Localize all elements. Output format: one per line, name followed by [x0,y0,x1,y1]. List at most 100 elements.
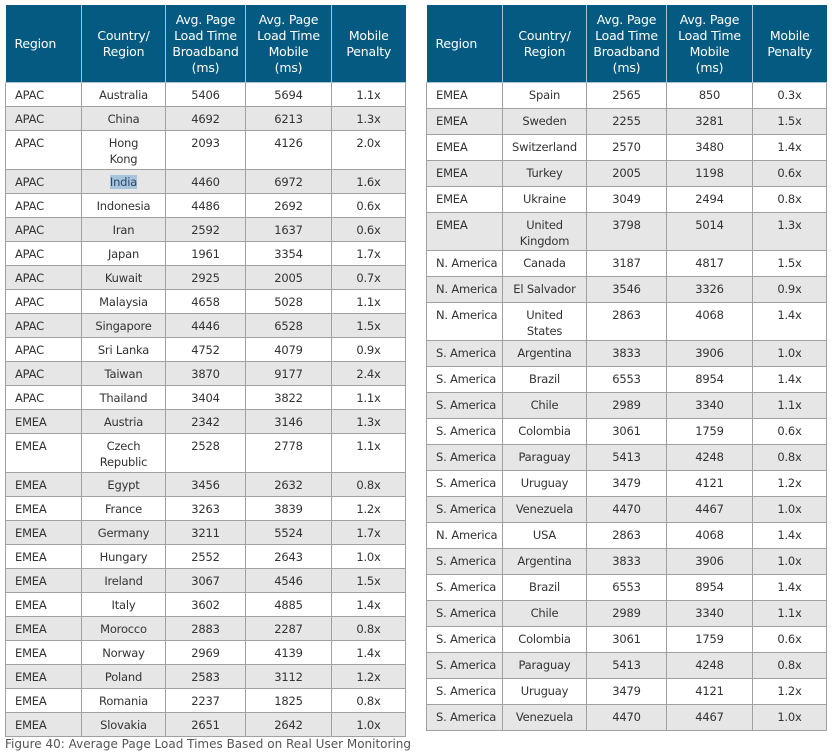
cell-mobile-penalty: 1.2x [331,496,406,521]
cell-mobile-ms: 3906 [666,340,753,367]
cell-mobile-ms: 5694 [245,82,332,107]
cell-mobile-ms: 2287 [245,616,332,641]
load-time-table-left: Region Country/Region Avg. Page Load Time Br… [5,5,406,737]
cell-broadband-ms: 3479 [586,470,667,497]
text-selection[interactable]: India [109,175,138,189]
cell-country: Uruguay [502,470,587,497]
column-header-region: Region [426,5,503,83]
cell-region: APAC [5,106,82,131]
cell-mobile-penalty: 1.7x [331,520,406,545]
cell-region: APAC [5,241,82,266]
cell-mobile-ms: 3340 [666,392,753,419]
table-row: EMEA Austria 2342 3146 1.3x [5,409,406,434]
column-header-mobile-ms: Avg. Page Load Time Mobile (ms) [666,5,753,83]
cell-mobile-ms: 850 [666,82,753,109]
cell-region: S. America [426,574,503,601]
table-row: S. America Argentina 3833 3906 1.0x [426,340,827,367]
cell-region: S. America [426,392,503,419]
cell-mobile-ms: 4885 [245,592,332,617]
cell-mobile-ms: 2642 [245,712,332,737]
cell-mobile-ms: 2632 [245,472,332,497]
cell-country: Austria [81,409,166,434]
cell-region: S. America [426,496,503,523]
cell-broadband-ms: 2651 [165,712,246,737]
cell-country: Uruguay [502,678,587,705]
cell-mobile-penalty: 1.4x [752,302,827,341]
cell-region: APAC [5,385,82,410]
cell-mobile-ms: 4248 [666,444,753,471]
cell-country: Colombia [502,418,587,445]
cell-broadband-ms: 3833 [586,548,667,575]
cell-broadband-ms: 4658 [165,289,246,314]
cell-broadband-ms: 2342 [165,409,246,434]
cell-mobile-ms: 6213 [245,106,332,131]
cell-broadband-ms: 2883 [165,616,246,641]
table-row: EMEA Germany 3211 5524 1.7x [5,520,406,545]
cell-mobile-penalty: 1.4x [752,522,827,549]
cell-mobile-ms: 3480 [666,134,753,161]
cell-country: Ireland [81,568,166,593]
cell-broadband-ms: 4446 [165,313,246,338]
cell-mobile-ms: 4546 [245,568,332,593]
cell-region: N. America [426,522,503,549]
cell-mobile-ms: 4068 [666,522,753,549]
cell-country: Poland [81,664,166,689]
table-row: N. America El Salvador 3546 3326 0.9x [426,276,827,303]
cell-mobile-penalty: 1.3x [752,212,827,251]
table-row: EMEA Poland 2583 3112 1.2x [5,664,406,689]
cell-mobile-ms: 3146 [245,409,332,434]
cell-broadband-ms: 3456 [165,472,246,497]
cell-mobile-penalty: 1.3x [331,106,406,131]
cell-broadband-ms: 3187 [586,250,667,277]
cell-country: Argentina [502,340,587,367]
cell-mobile-ms: 3326 [666,276,753,303]
cell-broadband-ms: 2552 [165,544,246,569]
cell-country: Singapore [81,313,166,338]
cell-mobile-penalty: 1.1x [752,600,827,627]
cell-broadband-ms: 3061 [586,626,667,653]
cell-broadband-ms: 2592 [165,217,246,242]
column-header-country: Country/Region [81,5,166,83]
table-row: APAC Taiwan 3870 9177 2.4x [5,361,406,386]
cell-country: Germany [81,520,166,545]
cell-country: Sri Lanka [81,337,166,362]
table-row: APAC Iran 2592 1637 0.6x [5,217,406,242]
table-row: APAC Indonesia 4486 2692 0.6x [5,193,406,218]
cell-country: United States [502,302,587,341]
cell-region: EMEA [5,496,82,521]
cell-broadband-ms: 2093 [165,130,246,170]
table-row: EMEA Egypt 3456 2632 0.8x [5,472,406,497]
table-body: EMEA Spain 2565 850 0.3x EMEA Sweden 2255 3281 1.… [426,82,827,731]
cell-country: El Salvador [502,276,587,303]
cell-broadband-ms: 4470 [586,496,667,523]
cell-mobile-penalty: 0.8x [752,186,827,213]
cell-region: EMEA [5,520,82,545]
cell-mobile-ms: 4817 [666,250,753,277]
cell-broadband-ms: 2989 [586,392,667,419]
table-row: EMEA Norway 2969 4139 1.4x [5,640,406,665]
column-header-region: Region [5,5,82,83]
cell-mobile-penalty: 0.9x [752,276,827,303]
cell-mobile-penalty: 0.6x [752,160,827,187]
cell-region: EMEA [426,160,503,187]
table-row: EMEA Ireland 3067 4546 1.5x [5,568,406,593]
cell-broadband-ms: 3061 [586,418,667,445]
cell-country: Brazil [502,574,587,601]
cell-region: S. America [426,470,503,497]
cell-mobile-penalty: 1.1x [331,433,406,473]
cell-country: India [81,169,166,194]
cell-broadband-ms: 2989 [586,600,667,627]
cell-country: Slovakia [81,712,166,737]
load-time-table-right: Region Country/Region Avg. Page Load Time Br… [426,5,827,731]
cell-region: APAC [5,169,82,194]
cell-country: Canada [502,250,587,277]
table-row: S. America Colombia 3061 1759 0.6x [426,626,827,653]
cell-mobile-ms: 6972 [245,169,332,194]
cell-broadband-ms: 3546 [586,276,667,303]
cell-mobile-ms: 3112 [245,664,332,689]
cell-mobile-ms: 4079 [245,337,332,362]
cell-country: Thailand [81,385,166,410]
column-header-mobile-ms: Avg. Page Load Time Mobile (ms) [245,5,332,83]
cell-country: Chile [502,392,587,419]
cell-region: EMEA [426,108,503,135]
